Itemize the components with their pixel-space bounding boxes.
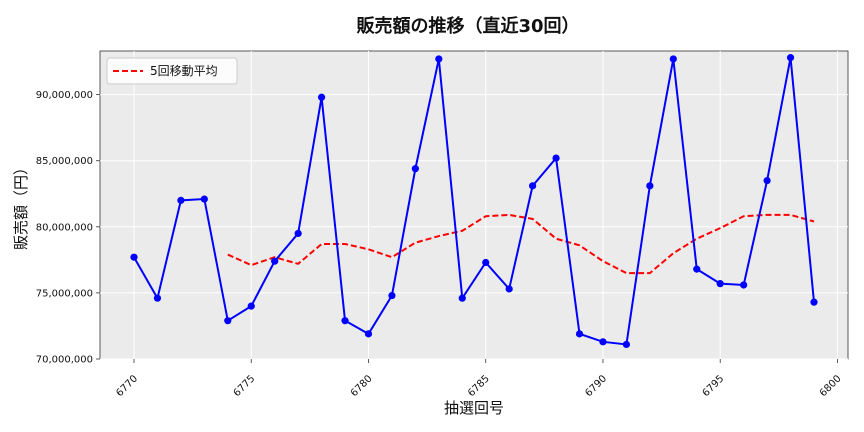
x-tick-label: 6770 bbox=[114, 373, 140, 399]
sales-point bbox=[317, 93, 326, 101]
x-axis-label: 抽選回号 bbox=[444, 399, 504, 417]
sales-point bbox=[341, 317, 349, 325]
sales-point bbox=[153, 294, 162, 302]
sales-point bbox=[294, 229, 302, 238]
sales-point bbox=[622, 340, 631, 349]
y-axis-ticks: 70,000,000 75,000,000 80,000,000 85,000,000… bbox=[36, 90, 100, 366]
x-axis-ticks: 6770 6775 6780 6785 6790 6795 6800 bbox=[114, 359, 844, 399]
sales-point bbox=[786, 54, 795, 62]
y-tick-label: 70,000,000 bbox=[36, 355, 93, 366]
y-axis-label: 販売額（円） bbox=[12, 160, 30, 250]
sales-point bbox=[575, 330, 584, 338]
sales-point bbox=[130, 253, 138, 261]
sales-point bbox=[763, 176, 771, 185]
sales-point bbox=[388, 291, 396, 300]
y-tick-label: 80,000,000 bbox=[36, 222, 93, 233]
sales-point bbox=[458, 294, 466, 302]
y-tick-label: 90,000,000 bbox=[36, 90, 93, 101]
legend-box bbox=[106, 57, 238, 85]
sales-point bbox=[435, 55, 443, 63]
sales-point bbox=[482, 258, 490, 267]
sales-point bbox=[411, 165, 419, 173]
series-layer bbox=[130, 54, 818, 349]
y-tick-label: 85,000,000 bbox=[36, 156, 93, 167]
sales-point bbox=[740, 281, 748, 289]
sales-point bbox=[669, 55, 677, 63]
x-tick-label: 6780 bbox=[349, 373, 375, 399]
sales-point bbox=[364, 330, 373, 338]
x-tick-label: 6790 bbox=[583, 373, 609, 399]
series-line-sales bbox=[133, 57, 815, 346]
y-tick-label: 75,000,000 bbox=[36, 288, 93, 299]
series-line-moving-average bbox=[227, 213, 815, 275]
x-tick-label: 6795 bbox=[701, 373, 727, 399]
sales-point bbox=[177, 196, 185, 204]
x-tick-label: 6775 bbox=[232, 373, 258, 399]
x-tick-label: 6785 bbox=[466, 373, 492, 399]
sales-point bbox=[271, 257, 279, 265]
sales-point bbox=[247, 302, 255, 310]
plot-area bbox=[99, 50, 849, 360]
sales-point bbox=[810, 298, 818, 306]
chart-title: 販売額の推移（直近30回） bbox=[356, 15, 579, 37]
sales-point bbox=[505, 285, 513, 293]
sales-point bbox=[599, 338, 607, 346]
legend: 5回移動平均 bbox=[106, 57, 238, 85]
sales-point bbox=[224, 317, 232, 325]
x-tick-label: 6800 bbox=[818, 373, 844, 399]
sales-point bbox=[552, 154, 560, 162]
sales-point bbox=[200, 195, 208, 203]
sales-point bbox=[693, 265, 701, 273]
legend-label-moving-average: 5回移動平均 bbox=[150, 64, 218, 78]
sales-point bbox=[716, 280, 724, 288]
grid-lines bbox=[100, 51, 848, 360]
sales-point bbox=[646, 182, 654, 190]
sales-point bbox=[529, 182, 537, 190]
